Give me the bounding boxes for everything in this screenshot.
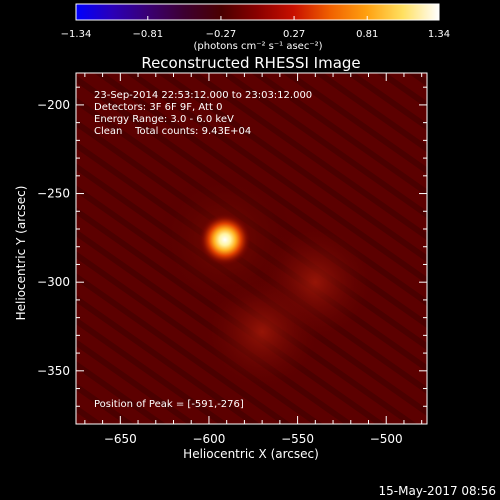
y-tick-label: −350 xyxy=(37,364,70,378)
plot-frame xyxy=(75,72,428,425)
colorbar-tick-label: −1.34 xyxy=(61,29,92,40)
annotation-clean-counts: Clean Total counts: 9.43E+04 xyxy=(94,126,251,137)
y-tick-label: −200 xyxy=(37,98,70,112)
annotation-energy-range: Energy Range: 3.0 - 6.0 keV xyxy=(94,114,234,125)
x-tick-label: −650 xyxy=(104,432,137,446)
chart-title: Reconstructed RHESSI Image xyxy=(141,54,360,72)
colorbar-tick-label: 0.81 xyxy=(356,29,378,40)
x-tick-label: −550 xyxy=(281,432,314,446)
colorbar: −1.34 −0.81 −0.27 0.27 0.81 1.34 (photons cm⁻… xyxy=(61,3,450,52)
colorbar-tick-label: −0.81 xyxy=(132,29,163,40)
annotation-detectors: Detectors: 3F 6F 9F, Att 0 xyxy=(94,102,222,113)
x-axis-label: Heliocentric X (arcsec) xyxy=(183,447,319,461)
y-tick-label: −300 xyxy=(37,275,70,289)
colorbar-tick-label: −0.27 xyxy=(206,29,237,40)
y-axis-label: Heliocentric Y (arcsec) xyxy=(14,186,28,321)
colorbar-tick-label: 0.27 xyxy=(283,29,305,40)
footer-timestamp: 15-May-2017 08:56 xyxy=(379,484,496,498)
colorbar-ticks: −1.34 −0.81 −0.27 0.27 0.81 1.34 xyxy=(61,16,450,40)
info-annotations: 23-Sep-2014 22:53:12.000 to 23:03:12.000… xyxy=(94,90,312,137)
x-tick-label: −500 xyxy=(370,432,403,446)
annotation-time-range: 23-Sep-2014 22:53:12.000 to 23:03:12.000 xyxy=(94,90,312,101)
peak-source xyxy=(198,213,251,266)
y-tick-label: −250 xyxy=(37,187,70,201)
peak-position-label: Position of Peak = [-591,-276] xyxy=(94,399,244,410)
heatmap-image xyxy=(76,73,427,424)
x-tick-label: −600 xyxy=(192,432,225,446)
colorbar-unit-label: (photons cm⁻² s⁻¹ asec⁻²) xyxy=(193,41,322,52)
x-axis: −650 −600 −550 −500 xyxy=(84,73,423,446)
colorbar-gradient xyxy=(75,3,440,21)
plot-area: −650 −600 −550 −500 −200 −250 −300 −350 xyxy=(37,72,428,446)
colorbar-tick-label: 1.34 xyxy=(428,29,450,40)
y-axis: −200 −250 −300 −350 xyxy=(37,86,427,407)
